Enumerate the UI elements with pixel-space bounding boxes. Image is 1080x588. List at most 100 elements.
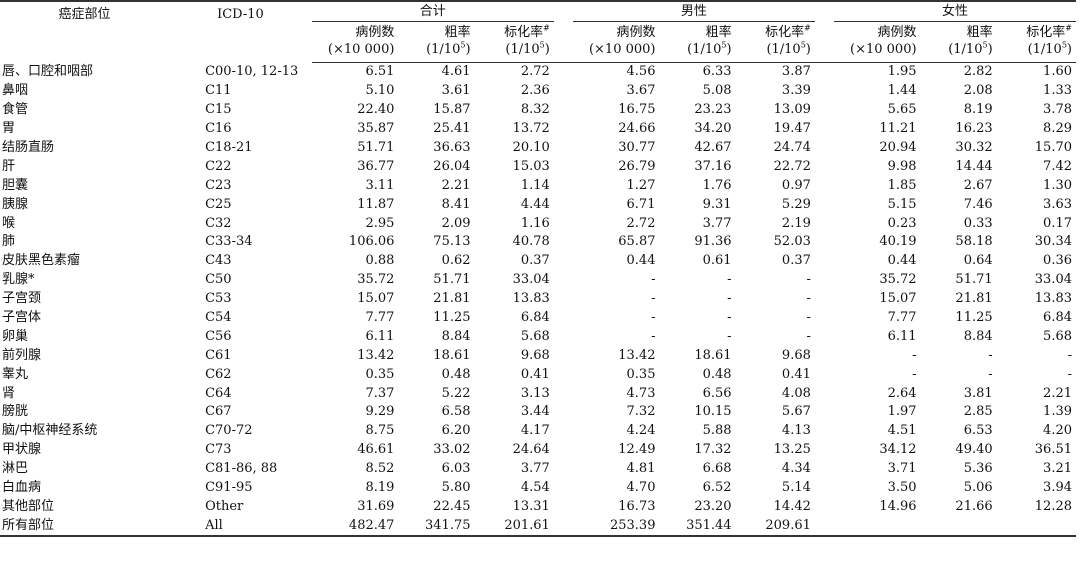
cell-value: 9.98: [887, 158, 917, 174]
cell-icd: C22: [205, 158, 232, 174]
cell-value: 17.32: [694, 442, 732, 458]
cell-value: 0.36: [1043, 253, 1072, 269]
cell-site: 喉: [2, 215, 16, 231]
cell-value: 5.36: [963, 461, 993, 477]
cell-value: 3.61: [441, 83, 471, 99]
header-asr: 标化率# (1/105): [474, 21, 554, 63]
column-gap: [554, 479, 573, 498]
cell-value: 0.41: [781, 366, 811, 382]
cell-value: 0.44: [626, 253, 656, 269]
cell-value: 2.19: [781, 215, 811, 231]
column-gap: [553, 516, 573, 538]
cell-value: 11.21: [879, 121, 917, 137]
cell-value: 1.33: [1043, 83, 1072, 99]
cell-value: 6.20: [441, 423, 471, 439]
cell-value: 11.25: [433, 310, 471, 326]
cell-value: 4.20: [1043, 423, 1072, 439]
cell-value: 1.60: [1043, 64, 1072, 80]
cell-value: 34.20: [694, 121, 732, 137]
cell-value: 201.61: [474, 516, 554, 538]
table-row: 结肠直肠 C18-21 51.71 36.63 20.10 30.77 42.67 24.74…: [0, 139, 1076, 158]
cell-value: 5.68: [520, 328, 550, 344]
cell-value: 16.75: [618, 102, 656, 118]
cell-value: 24.66: [618, 121, 656, 137]
cell-value: -: [727, 291, 732, 307]
cell-value: 5.68: [1043, 328, 1072, 344]
table-row: 前列腺 C61 13.42 18.61 9.68 13.42 18.61 9.68 - - -: [0, 346, 1076, 365]
cell-value: 24.64: [512, 442, 550, 458]
cell-icd: C50: [205, 272, 232, 288]
cell-value: 3.94: [1043, 480, 1072, 496]
cell-value: 15.07: [357, 291, 395, 307]
cell-value: 6.68: [702, 461, 732, 477]
table-row: 喉 C32 2.95 2.09 1.16 2.72 3.77 2.19 0.23 0.33 0.17: [0, 214, 1076, 233]
column-gap: [554, 346, 573, 365]
cell-site: 皮肤黑色素瘤: [2, 253, 81, 269]
column-gap: [554, 422, 573, 441]
cell-icd: C54: [205, 310, 232, 326]
cell-site: 膀胱: [2, 404, 29, 420]
cell-value: 13.42: [357, 347, 395, 363]
table-row: 睾丸 C62 0.35 0.48 0.41 0.35 0.48 0.41 - - -: [0, 365, 1076, 384]
cell-value: -: [727, 328, 732, 344]
column-gap: [554, 497, 573, 516]
cell-value: 22.72: [773, 158, 811, 174]
cell-value: 5.22: [441, 385, 471, 401]
column-gap: [815, 327, 834, 346]
cell-value: 1.39: [1043, 404, 1072, 420]
column-gap: [815, 365, 834, 384]
cell-value: 30.34: [1034, 234, 1072, 250]
cell-site: 前列腺: [2, 347, 42, 363]
cell-icd: C15: [205, 102, 232, 118]
column-gap: [554, 252, 573, 271]
cell-value: 31.69: [357, 498, 395, 514]
cell-value: 5.14: [781, 480, 811, 496]
cell-value: 106.06: [348, 234, 395, 250]
cell-value: 19.47: [773, 121, 811, 137]
cell-value: 8.84: [963, 328, 993, 344]
cell-value: 7.42: [1043, 158, 1072, 174]
cell-value: [833, 516, 921, 538]
header-subcolumns: 病例数 (×10 000) 粗率 (1/105) 标化率# (1/105) 病例数 (×10 …: [0, 21, 1076, 63]
cell-value: 14.42: [773, 498, 811, 514]
cell-value: 0.35: [365, 366, 395, 382]
cell-icd: C25: [205, 196, 232, 212]
table-row: 肝 C22 36.77 26.04 15.03 26.79 37.16 22.72 9.98 14…: [0, 157, 1076, 176]
cell-value: 7.37: [365, 385, 395, 401]
cell-value: 40.78: [512, 234, 550, 250]
cell-site: 胃: [2, 121, 16, 137]
cell-value: 30.77: [618, 140, 656, 155]
cell-value: 3.78: [1043, 102, 1072, 118]
cell-value: 4.08: [781, 385, 811, 401]
cell-value: 49.40: [955, 442, 993, 458]
cell-value: -: [727, 310, 732, 326]
cell-site: 肾: [2, 385, 16, 401]
column-gap: [554, 120, 573, 139]
cell-value: 37.16: [694, 158, 732, 174]
cell-value: 6.84: [1043, 310, 1072, 326]
cell-value: -: [988, 366, 993, 382]
cell-icd: C67: [205, 404, 232, 420]
cell-value: 52.03: [773, 234, 811, 250]
cell-value: 12.49: [618, 442, 656, 458]
column-gap: [815, 233, 834, 252]
column-gap: [554, 195, 573, 214]
cell-value: 35.72: [357, 272, 395, 288]
cell-value: -: [651, 310, 656, 326]
column-gap: [815, 271, 834, 290]
column-gap: [554, 139, 573, 158]
cell-value: 2.82: [963, 64, 993, 80]
cell-value: 0.97: [781, 177, 811, 193]
cell-icd: All: [169, 516, 312, 538]
cell-value: -: [806, 328, 811, 344]
cell-value: 6.03: [441, 461, 471, 477]
column-gap: [815, 195, 834, 214]
cell-value: 9.68: [781, 347, 811, 363]
cell-icd: C64: [205, 385, 232, 401]
header-icd: ICD-10: [169, 0, 312, 63]
cell-value: 8.29: [1043, 121, 1072, 137]
header-group-female: 女性: [833, 0, 1076, 22]
column-gap: [554, 233, 573, 252]
cell-value: 3.67: [626, 83, 656, 99]
table-row: 胆囊 C23 3.11 2.21 1.14 1.27 1.76 0.97 1.85 2.67 1.3…: [0, 176, 1076, 195]
